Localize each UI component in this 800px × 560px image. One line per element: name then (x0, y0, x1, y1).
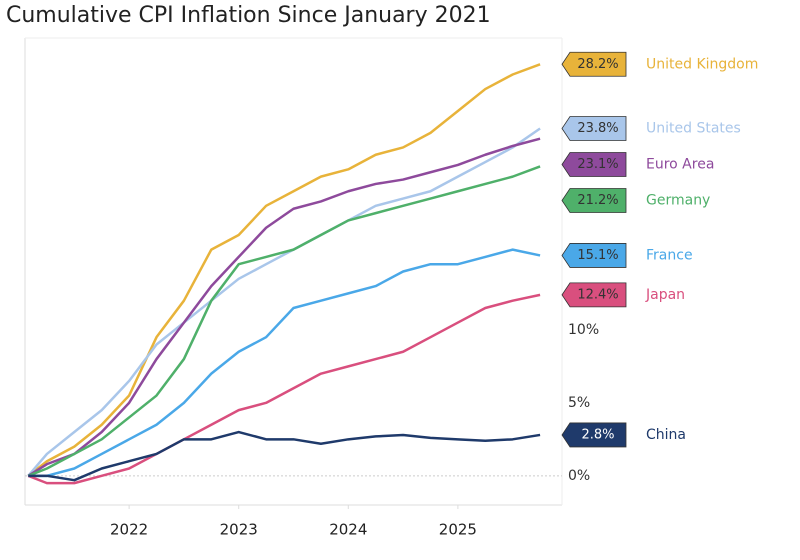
value-label: 23.8% (577, 121, 618, 136)
x-tick-label: 2024 (329, 521, 367, 539)
chart-title: Cumulative CPI Inflation Since January 2… (6, 3, 491, 28)
y-tick-label: 10% (568, 322, 599, 338)
value-tag (561, 51, 627, 77)
legend-label: Euro Area (646, 156, 714, 172)
series-line (28, 248, 541, 478)
series-line (27, 63, 541, 477)
value-tag (561, 188, 627, 213)
series-line (27, 293, 541, 485)
value-label: 21.2% (577, 193, 618, 208)
value-tag (561, 243, 627, 268)
x-tick-label: 2025 (439, 521, 477, 539)
y-tick-label: 0% (568, 468, 590, 484)
series-line (27, 137, 541, 477)
y-tick-label: 5% (568, 395, 590, 411)
legend-label: Germany (646, 192, 710, 208)
value-label: 23.1% (577, 157, 618, 172)
value-label: 2.8% (581, 427, 614, 442)
legend-label: United States (646, 120, 741, 136)
value-tag (561, 282, 627, 308)
series-line (27, 127, 541, 477)
value-tag (561, 116, 627, 141)
value-label: 12.4% (577, 287, 618, 302)
value-tag (561, 422, 627, 448)
x-tick-label: 2022 (110, 521, 148, 539)
legend-label: United Kingdom (646, 56, 758, 72)
series-line (27, 165, 541, 477)
value-label: 15.1% (577, 248, 618, 263)
legend-label: France (646, 247, 693, 263)
value-tag (561, 152, 627, 177)
legend-label: China (646, 427, 686, 443)
x-tick-label: 2023 (220, 521, 258, 539)
legend-label: Japan (645, 287, 685, 303)
series-line (28, 430, 541, 482)
value-label: 28.2% (577, 57, 618, 72)
